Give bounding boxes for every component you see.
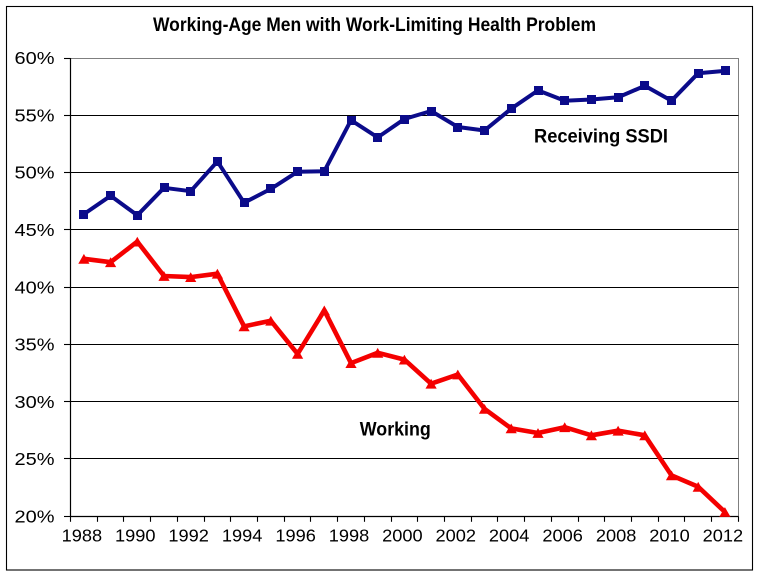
svg-text:Working: Working <box>360 420 431 441</box>
svg-text:20%: 20% <box>15 506 55 526</box>
svg-text:45%: 45% <box>15 220 55 240</box>
svg-text:2012: 2012 <box>703 525 744 545</box>
svg-text:35%: 35% <box>15 335 55 355</box>
svg-text:1996: 1996 <box>275 525 316 545</box>
svg-text:Working-Age Men with Work-Limi: Working-Age Men with Work-Limiting Healt… <box>153 15 596 36</box>
svg-text:Receiving SSDI: Receiving SSDI <box>534 127 668 148</box>
svg-text:2010: 2010 <box>649 525 690 545</box>
svg-text:2008: 2008 <box>596 525 637 545</box>
svg-text:60%: 60% <box>15 48 55 68</box>
svg-text:40%: 40% <box>15 277 55 297</box>
svg-text:1988: 1988 <box>62 525 103 545</box>
svg-text:2000: 2000 <box>382 525 423 545</box>
svg-text:1992: 1992 <box>168 525 209 545</box>
svg-text:1998: 1998 <box>329 525 370 545</box>
svg-text:50%: 50% <box>15 163 55 183</box>
svg-text:1994: 1994 <box>222 525 263 545</box>
svg-text:2004: 2004 <box>489 525 530 545</box>
svg-text:2002: 2002 <box>436 525 477 545</box>
svg-text:25%: 25% <box>15 449 55 469</box>
svg-text:55%: 55% <box>15 105 55 125</box>
svg-text:30%: 30% <box>15 392 55 412</box>
svg-text:1990: 1990 <box>115 525 156 545</box>
svg-text:2006: 2006 <box>542 525 583 545</box>
